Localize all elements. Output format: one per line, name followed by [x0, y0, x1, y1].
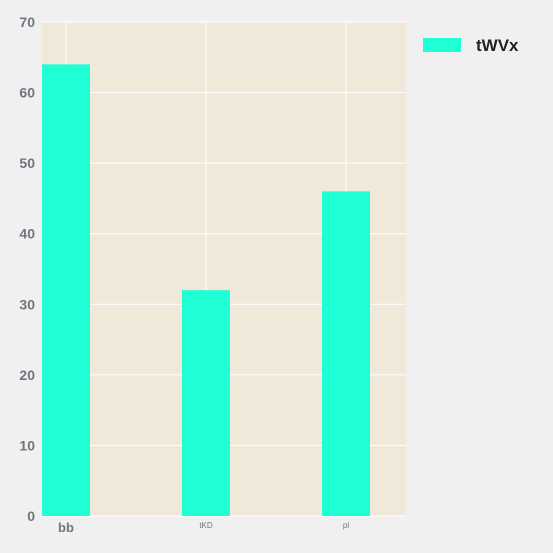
x-axis-ticks: bb tKD pl [58, 520, 349, 535]
legend-swatch [423, 38, 461, 52]
bars [42, 64, 370, 516]
y-tick-label: 0 [27, 508, 35, 524]
bar-bb [42, 64, 90, 516]
bar-tKD [182, 290, 230, 516]
y-tick-label: 20 [19, 367, 35, 383]
y-axis-ticks: 0 10 20 30 40 50 60 70 [19, 14, 35, 524]
x-tick-label: bb [58, 520, 74, 535]
y-tick-label: 70 [19, 14, 35, 30]
y-tick-label: 50 [19, 155, 35, 171]
y-tick-label: 60 [19, 85, 35, 101]
y-tick-label: 40 [19, 226, 35, 242]
legend: tWVx [423, 36, 519, 55]
legend-label: tWVx [476, 36, 519, 55]
x-tick-label: tKD [199, 521, 213, 530]
y-tick-label: 30 [19, 296, 35, 312]
x-tick-label: pl [343, 521, 349, 530]
y-tick-label: 10 [19, 437, 35, 453]
bar-pl [322, 191, 370, 516]
